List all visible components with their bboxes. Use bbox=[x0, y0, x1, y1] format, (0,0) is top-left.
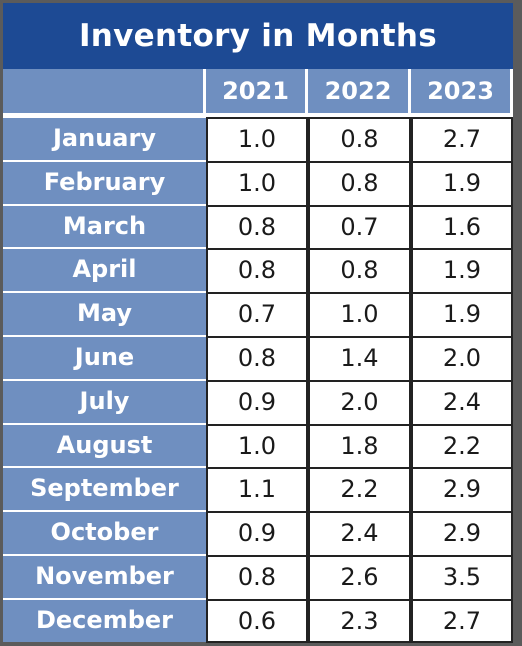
row-label-december: December bbox=[3, 599, 206, 642]
column-header-2022: 2022 bbox=[308, 69, 408, 113]
value-cell-april-2023: 1.9 bbox=[411, 248, 513, 293]
row-label-november: November bbox=[3, 556, 206, 598]
value-cell-january-2021: 1.0 bbox=[206, 117, 308, 161]
value-cell-january-2022: 0.8 bbox=[308, 117, 411, 161]
value-cell-december-2022: 2.3 bbox=[308, 598, 411, 643]
value-cell-may-2022: 1.0 bbox=[308, 292, 411, 336]
value-cell-january-2023: 2.7 bbox=[411, 117, 513, 161]
row-label-april: April bbox=[3, 249, 206, 292]
row-label-august: August bbox=[3, 424, 206, 467]
column-header-2023: 2023 bbox=[411, 69, 510, 113]
value-cell-december-2023: 2.7 bbox=[411, 598, 513, 643]
value-cell-june-2022: 1.4 bbox=[308, 336, 411, 380]
row-label-may: May bbox=[3, 293, 206, 335]
value-cell-september-2021: 1.1 bbox=[206, 467, 308, 512]
value-cell-april-2022: 0.8 bbox=[308, 248, 411, 293]
value-cell-september-2022: 2.2 bbox=[308, 467, 411, 512]
row-label-january: January bbox=[3, 118, 206, 160]
value-cell-march-2021: 0.8 bbox=[206, 204, 308, 249]
value-cell-february-2023: 1.9 bbox=[411, 160, 513, 205]
header-corner-cell bbox=[3, 69, 203, 113]
row-label-june: June bbox=[3, 337, 206, 379]
value-cell-may-2023: 1.9 bbox=[411, 292, 513, 336]
value-cell-july-2021: 0.9 bbox=[206, 379, 308, 424]
value-cell-may-2021: 0.7 bbox=[206, 292, 308, 336]
inventory-table: 2021 2022 2023 January 1.0 0.8 2.7 February 1.0 0… bbox=[3, 69, 513, 643]
value-cell-july-2022: 2.0 bbox=[308, 379, 411, 424]
value-cell-june-2023: 2.0 bbox=[411, 336, 513, 380]
row-label-october: October bbox=[3, 512, 206, 554]
value-cell-october-2022: 2.4 bbox=[308, 511, 411, 555]
value-cell-november-2022: 2.6 bbox=[308, 555, 411, 599]
value-cell-august-2022: 1.8 bbox=[308, 423, 411, 468]
value-cell-august-2023: 2.2 bbox=[411, 423, 513, 468]
value-cell-july-2023: 2.4 bbox=[411, 379, 513, 424]
value-cell-august-2021: 1.0 bbox=[206, 423, 308, 468]
value-cell-february-2021: 1.0 bbox=[206, 160, 308, 205]
value-cell-march-2022: 0.7 bbox=[308, 204, 411, 249]
value-cell-november-2021: 0.8 bbox=[206, 555, 308, 599]
value-cell-september-2023: 2.9 bbox=[411, 467, 513, 512]
value-cell-march-2023: 1.6 bbox=[411, 204, 513, 249]
value-cell-october-2021: 0.9 bbox=[206, 511, 308, 555]
row-label-march: March bbox=[3, 205, 206, 248]
row-label-february: February bbox=[3, 161, 206, 204]
column-header-2021: 2021 bbox=[206, 69, 305, 113]
row-label-september: September bbox=[3, 468, 206, 511]
value-cell-october-2023: 2.9 bbox=[411, 511, 513, 555]
value-cell-december-2021: 0.6 bbox=[206, 598, 308, 643]
value-cell-june-2021: 0.8 bbox=[206, 336, 308, 380]
row-label-july: July bbox=[3, 380, 206, 423]
value-cell-april-2021: 0.8 bbox=[206, 248, 308, 293]
value-cell-november-2023: 3.5 bbox=[411, 555, 513, 599]
value-cell-february-2022: 0.8 bbox=[308, 160, 411, 205]
table-title: Inventory in Months bbox=[3, 3, 513, 69]
